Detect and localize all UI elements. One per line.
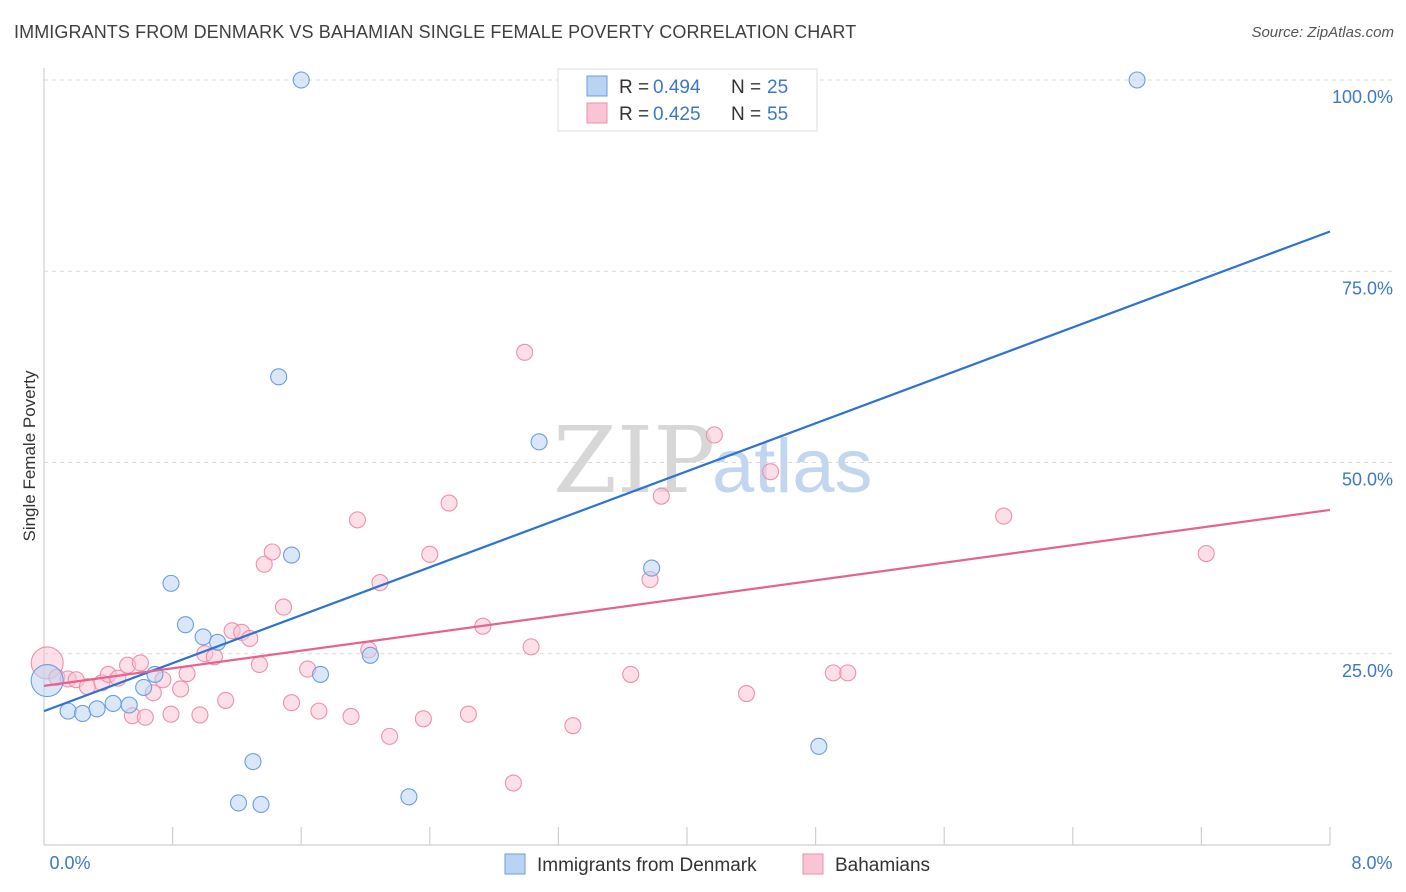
denmark-point-10: [176, 616, 195, 634]
legend-n-label-blue: N =: [731, 77, 761, 98]
x-tick-label-min: 0.0%: [49, 853, 90, 873]
bahamians-point-43: [516, 343, 534, 361]
bahamians-point-44: [522, 638, 540, 656]
chart-title: IMMIGRANTS FROM DENMARK VS BAHAMIAN SING…: [14, 22, 857, 42]
denmark-trend-line: [43, 230, 1331, 713]
denmark-point-13: [229, 794, 248, 812]
bahamians-point-38: [421, 545, 439, 563]
legend-swatch-blue: [586, 75, 608, 97]
series-legend-label-denmark: Immigrants from Denmark: [537, 855, 757, 876]
bahamians-point-15: [162, 705, 180, 723]
series-legend-label-bahamians: Bahamians: [835, 855, 930, 876]
y-axis-title: Single Female Poverty: [20, 370, 39, 542]
correlation-legend: R = 0.494 N = 25 R = 0.425 N = 55: [557, 68, 818, 132]
denmark-point-9: [162, 574, 180, 592]
watermark: ZIP atlas: [553, 407, 873, 514]
bahamians-point-39: [440, 494, 458, 512]
denmark-point-24: [810, 737, 828, 755]
denmark-point-11: [194, 628, 212, 646]
bahamians-point-31: [310, 702, 328, 720]
denmark-point-18: [292, 71, 310, 89]
series-legend-swatch-bahamians: [802, 853, 824, 875]
denmark-point-5: [104, 694, 122, 713]
series-legend-swatch-denmark: [504, 853, 526, 875]
y-tick-label-50: 50.0%: [1342, 470, 1393, 490]
x-ticks: [172, 827, 1331, 845]
denmark-point-16: [270, 368, 288, 386]
bahamians-point-51: [762, 463, 780, 481]
denmark-point-21: [400, 788, 418, 806]
bahamians-point-25: [250, 655, 268, 674]
legend-r-label-blue: R =: [619, 77, 649, 98]
bahamians-point-49: [705, 426, 723, 444]
bahamians-point-45: [564, 717, 582, 735]
denmark-point-25: [1128, 71, 1146, 89]
denmark-point-1: [30, 663, 64, 698]
bahamians-point-12: [136, 708, 154, 726]
legend-r-value-pink: 0.425: [653, 104, 701, 125]
denmark-point-4: [88, 700, 106, 718]
bahamians-point-33: [348, 511, 367, 529]
y-tick-label-25: 25.0%: [1342, 661, 1393, 681]
bahamians-point-26: [255, 555, 273, 573]
bahamians-point-55: [1197, 544, 1215, 563]
bahamians-point-54: [995, 507, 1013, 525]
denmark-point-15: [252, 795, 270, 814]
y-tick-label-75: 75.0%: [1342, 278, 1393, 298]
denmark-point-3: [74, 704, 92, 722]
legend-r-label-pink: R =: [619, 104, 649, 125]
watermark-zip: ZIP: [553, 407, 715, 514]
y-tick-label-100: 100.0%: [1332, 87, 1393, 107]
denmark-point-17: [283, 546, 301, 564]
bahamians-point-42: [504, 774, 522, 792]
legend-swatch-pink: [586, 102, 608, 124]
gridlines: [44, 79, 1395, 655]
legend-n-value-blue: 25: [767, 77, 788, 98]
x-tick-label-max: 8.0%: [1351, 853, 1392, 873]
denmark-point-2: [59, 702, 77, 720]
bahamians-point-37: [414, 710, 432, 728]
bahamians-point-11: [131, 654, 149, 672]
denmark-point-7: [135, 678, 153, 696]
denmark-point-14: [244, 753, 262, 771]
denmark-point-6: [120, 696, 138, 714]
denmark-point-20: [361, 646, 379, 664]
bahamians-point-48: [652, 487, 670, 505]
trend-lines: [43, 230, 1331, 713]
bahamians-point-18: [191, 706, 209, 724]
denmark-point-19: [311, 665, 330, 683]
denmark-point-23: [643, 559, 661, 577]
bahamians-point-46: [622, 665, 640, 683]
y-tick-labels: 25.0% 50.0% 75.0% 100.0%: [1332, 87, 1393, 681]
legend-r-value-blue: 0.494: [653, 77, 701, 98]
source-credit: Source: ZipAtlas.com: [1251, 24, 1394, 41]
series-legend: Immigrants from Denmark Bahamians: [504, 853, 930, 876]
bahamians-point-50: [737, 684, 756, 703]
bahamians-point-28: [274, 598, 293, 616]
legend-n-label-pink: N =: [731, 104, 761, 125]
bahamians-point-52: [824, 664, 842, 682]
bahamians-point-27: [263, 543, 281, 561]
legend-n-value-pink: 55: [767, 104, 788, 125]
bahamians-point-40: [459, 705, 477, 723]
bahamians-point-29: [283, 694, 301, 712]
watermark-atlas: atlas: [712, 424, 873, 509]
bahamians-point-53: [839, 664, 857, 682]
denmark-point-22: [530, 433, 548, 451]
bahamians-point-36: [381, 727, 399, 745]
bahamians-point-16: [172, 680, 190, 698]
bahamians-trend-line: [43, 508, 1331, 687]
bahamians-point-32: [342, 707, 360, 726]
bahamians-point-21: [217, 691, 235, 709]
